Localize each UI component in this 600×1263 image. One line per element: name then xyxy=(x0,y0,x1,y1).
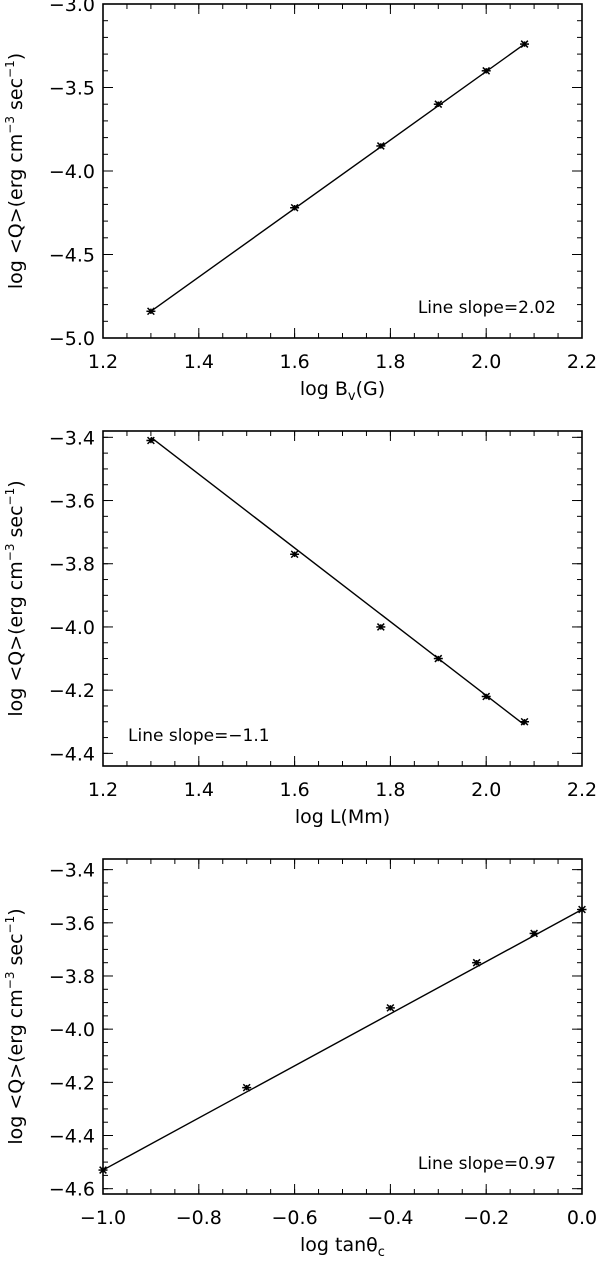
y-tick-label: −3.6 xyxy=(49,913,95,935)
x-tick-label: 1.4 xyxy=(184,351,214,373)
chart-log-q-vs-log-bv: 1.2 1.4 1.6 1.8 2.0 2.2 −3.0 −3.5 −4.0 −4.5 −5.0 lo… xyxy=(3,0,597,404)
asterisk-marker-icon xyxy=(290,550,300,559)
x-tick-label: −0.4 xyxy=(367,1207,413,1229)
x-axis: 1.2 1.4 1.6 1.8 2.0 2.2 xyxy=(88,4,597,373)
asterisk-marker-icon xyxy=(433,100,443,109)
y-tick-label: −3.6 xyxy=(49,491,95,513)
x-tick-label: 1.4 xyxy=(184,779,214,801)
x-tick-label: 1.8 xyxy=(375,351,405,373)
x-tick-label: −1.0 xyxy=(80,1207,126,1229)
asterisk-marker-icon xyxy=(520,717,530,726)
y-tick-label: −3.5 xyxy=(49,78,95,100)
x-tick-label: 0.0 xyxy=(567,1207,597,1229)
chart-log-q-vs-log-tan-theta: −1.0 −0.8 −0.6 −0.4 −0.2 0.0−3.4−3.6−3.8−4.0−… xyxy=(3,858,597,1260)
fit-line xyxy=(150,43,525,312)
plot-frame xyxy=(102,430,583,767)
asterisk-marker-icon xyxy=(98,1166,108,1174)
x-tick-label: 2.2 xyxy=(567,351,597,373)
y-tick-label: −4.4 xyxy=(49,743,95,765)
y-tick-label: −4.0 xyxy=(49,617,95,639)
y-tick-label: −3.4 xyxy=(49,427,95,449)
y-tick-label: −4.6 xyxy=(49,1179,95,1201)
y-axis-title: log <Q>(erg cm−3 sec−1) xyxy=(3,908,27,1144)
x-tick-label: 1.2 xyxy=(88,779,118,801)
y-tick-label: −3.0 xyxy=(49,0,95,16)
asterisk-marker-icon xyxy=(433,654,443,663)
x-tick-label: −0.8 xyxy=(176,1207,222,1229)
asterisk-marker-icon xyxy=(577,905,587,914)
x-axis: 1.2 1.4 1.6 1.8 2.0 2.2 xyxy=(88,431,597,801)
data-points xyxy=(98,905,587,1174)
y-tick-label: −5.0 xyxy=(49,328,95,350)
y-tick-label: −4.4 xyxy=(49,1126,95,1148)
x-tick-label: 2.2 xyxy=(567,779,597,801)
x-axis: −1.0 −0.8 −0.6 −0.4 −0.2 0.0 xyxy=(80,859,597,1229)
asterisk-marker-icon xyxy=(385,1003,395,1012)
fit-line xyxy=(150,436,525,726)
slope-annotation: Line slope=2.02 xyxy=(418,298,556,318)
x-axis-title: log tanθc xyxy=(300,1234,385,1260)
asterisk-marker-icon xyxy=(529,929,539,938)
asterisk-marker-icon xyxy=(242,1083,252,1092)
x-tick-label: −0.2 xyxy=(463,1207,509,1229)
chart-panel-bv: 1.2 1.4 1.6 1.8 2.0 2.2 −3.0 −3.5 −4.0 −4.5 −5.0 lo… xyxy=(0,0,600,420)
asterisk-marker-icon xyxy=(481,66,491,75)
x-tick-label: 2.0 xyxy=(471,351,501,373)
y-axis-title: log <Q>(erg cm−3 sec−1) xyxy=(3,480,27,716)
chart-panel-length: 1.2 1.4 1.6 1.8 2.0 2.2 −3.4 −3.6 −3.8 −4.0 −4.2 −4… xyxy=(0,420,600,840)
slope-annotation: Line slope=0.97 xyxy=(418,1154,556,1174)
asterisk-marker-icon xyxy=(376,623,386,631)
y-tick-label: −4.2 xyxy=(49,680,95,702)
y-axis: −3.4 −3.6 −3.8 −4.0 −4.2 −4.4 −4.6 xyxy=(49,860,582,1201)
x-tick-label: 1.2 xyxy=(88,351,118,373)
asterisk-marker-icon xyxy=(146,436,156,445)
x-tick-label: 1.8 xyxy=(375,779,405,801)
x-tick-label: 2.0 xyxy=(471,779,501,801)
x-tick-label: −0.6 xyxy=(272,1207,318,1229)
data-points xyxy=(146,40,530,316)
asterisk-marker-icon xyxy=(472,958,482,967)
y-tick-label: −4.0 xyxy=(49,1019,95,1041)
y-axis: −3.0 −3.5 −4.0 −4.5 −5.0 xyxy=(49,0,582,350)
asterisk-marker-icon xyxy=(290,203,300,212)
y-tick-label: −3.4 xyxy=(49,860,95,882)
fit-line xyxy=(102,908,583,1171)
x-axis-title: log Bv(G) xyxy=(300,378,385,404)
x-tick-label: 1.6 xyxy=(279,779,309,801)
y-tick-label: −3.8 xyxy=(49,966,95,988)
x-tick-label: 1.6 xyxy=(279,351,309,373)
y-tick-label: −4.0 xyxy=(49,161,95,183)
x-axis-title: log L(Mm) xyxy=(295,806,390,828)
chart-log-q-vs-log-l: 1.2 1.4 1.6 1.8 2.0 2.2 −3.4 −3.6 −3.8 −4.0 −4.2 −4… xyxy=(3,427,597,828)
chart-panel-tan-theta: −1.0 −0.8 −0.6 −0.4 −0.2 0.0 −3.4 −3.6 −3.8 −4.0−… xyxy=(0,840,600,1263)
data-points xyxy=(146,436,530,726)
y-axis: −3.4 −3.6 −3.8 −4.0 −4.2 −4.4 xyxy=(49,427,582,765)
y-tick-label: −3.8 xyxy=(49,554,95,576)
asterisk-marker-icon xyxy=(146,307,156,316)
asterisk-marker-icon xyxy=(520,40,530,48)
asterisk-marker-icon xyxy=(481,692,491,701)
y-tick-label: −4.5 xyxy=(49,245,95,267)
plot-frame xyxy=(102,858,583,1195)
asterisk-marker-icon xyxy=(376,142,386,150)
y-axis-title: log <Q>(erg cm−3 sec−1) xyxy=(3,53,27,289)
slope-annotation: Line slope=−1.1 xyxy=(128,726,270,746)
y-tick-label: −4.2 xyxy=(49,1072,95,1094)
